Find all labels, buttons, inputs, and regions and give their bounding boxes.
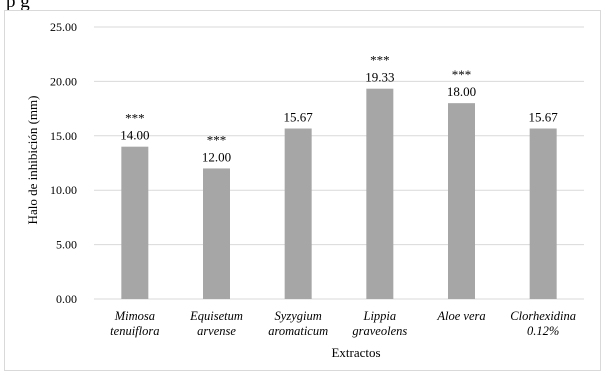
y-tick-label: 5.00 [56, 238, 77, 252]
gridlines [94, 26, 584, 300]
bar [366, 88, 394, 299]
data-labels: 14.00 *** 12.00 *** 15.67 19.33 *** 18.00 *** 15.… [120, 53, 558, 165]
x-tick-label: Equisetum [189, 309, 243, 323]
x-tick-label: Aloe vera [436, 309, 485, 323]
significance-marker: *** [207, 132, 227, 147]
bar [284, 128, 312, 299]
bar [448, 103, 475, 299]
significance-marker: *** [370, 53, 390, 68]
y-tick-label: 15.00 [50, 129, 77, 143]
x-tick-label: Mimosa [114, 309, 155, 323]
x-tick-label: Syzygium [275, 309, 322, 323]
y-tick-label: 25.00 [50, 20, 77, 34]
y-tick-label: 10.00 [50, 183, 77, 197]
significance-marker: *** [125, 111, 145, 126]
significance-marker: *** [452, 67, 472, 82]
y-axis-title: Halo de inhibición (mm) [25, 96, 40, 225]
x-tick-label: tenuiflora [110, 324, 159, 338]
y-tick-label: 20.00 [50, 74, 77, 88]
data-label: 15.67 [529, 110, 559, 125]
y-axis-tick-labels: 0.00 5.00 10.00 15.00 20.00 25.00 [50, 20, 77, 306]
x-tick-label: arvense [197, 324, 236, 338]
x-tick-label: Lippia [363, 309, 397, 323]
data-label: 14.00 [120, 128, 149, 143]
data-label: 12.00 [202, 149, 231, 164]
bars [121, 88, 557, 299]
x-tick-label: 0.12% [527, 324, 559, 338]
x-tick-label: aromaticum [268, 324, 328, 338]
x-tick-label: Clorhexidina [510, 309, 576, 323]
bar [203, 168, 230, 299]
x-axis-title: Extractos [331, 345, 380, 360]
data-label: 19.33 [365, 70, 394, 85]
data-label: 15.67 [284, 110, 314, 125]
partial-page-text: p g [6, 0, 30, 12]
bar [121, 146, 149, 299]
bar [529, 128, 557, 299]
y-tick-label: 0.00 [56, 292, 77, 306]
x-tick-label: graveolens [352, 324, 407, 338]
data-label: 18.00 [447, 84, 476, 99]
